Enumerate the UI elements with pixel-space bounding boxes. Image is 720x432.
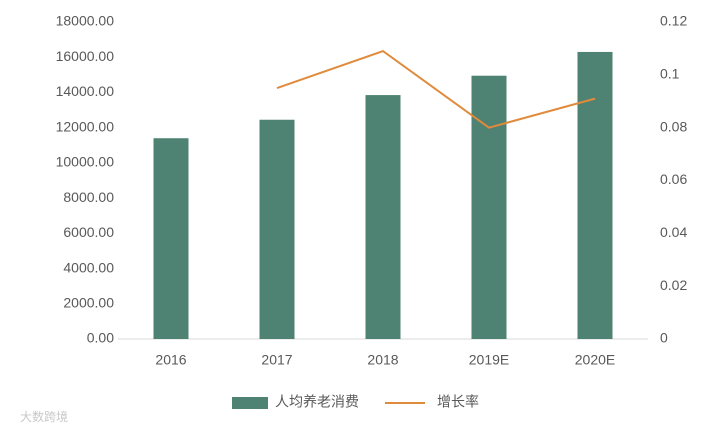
y2-tick-label: 0.12 [660,13,687,29]
y2-tick-label: 0 [660,330,668,346]
y-tick-label: 10000.00 [56,154,115,170]
x-tick-label: 2018 [367,352,398,368]
y-tick-label: 8000.00 [63,189,114,205]
y2-tick-label: 0.04 [660,224,687,240]
x-tick-label: 2019E [469,352,509,368]
legend-label: 人均养老消费 [275,394,359,410]
y-tick-label: 18000.00 [56,13,115,29]
line [276,49,596,129]
y-tick-label: 2000.00 [63,294,114,310]
y2-tick-label: 0.08 [660,118,687,134]
y2-tick-label: 0.1 [660,66,680,82]
y2-tick-label: 0.06 [660,171,687,187]
y-tick-label: 14000.00 [56,83,115,99]
bar [365,95,401,339]
watermark: 大数跨境 [20,409,68,424]
y2-tick-label: 0.02 [660,277,687,293]
legend-label: 增长率 [437,394,479,410]
bar [577,51,613,339]
y-tick-label: 16000.00 [56,48,115,64]
bar [259,119,295,339]
y-tick-label: 12000.00 [56,118,115,134]
x-tick-label: 2016 [155,352,186,368]
bar [471,75,507,339]
y-tick-label: 6000.00 [63,224,114,240]
legend-swatch [232,397,268,409]
y-tick-label: 4000.00 [63,259,114,275]
x-tick-label: 2017 [261,352,292,368]
bar [153,138,189,339]
y-tick-label: 0.00 [87,330,114,346]
x-tick-label: 2020E [575,352,615,368]
